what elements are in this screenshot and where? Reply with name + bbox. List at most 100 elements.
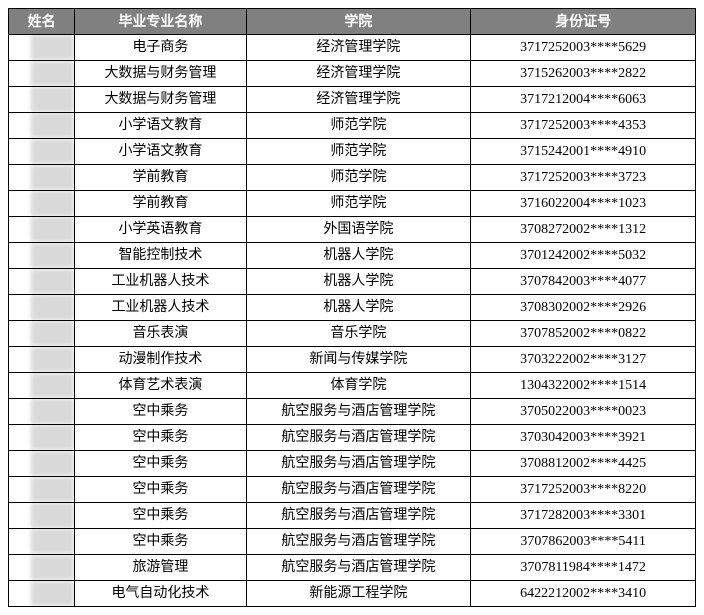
header-row: 姓名 毕业专业名称 学院 身份证号 bbox=[9, 9, 696, 35]
cell-major: 智能控制技术 bbox=[75, 243, 246, 269]
cell-name: 陈 bbox=[9, 555, 75, 581]
table-row: 李空中乘务航空服务与酒店管理学院3717282003****3301 bbox=[9, 503, 696, 529]
header-name: 姓名 bbox=[9, 9, 75, 35]
cell-id: 3717252003****8220 bbox=[471, 477, 696, 503]
table-row: 李大数据与财务管理经济管理学院3717212004****6063 bbox=[9, 87, 696, 113]
cell-college: 经济管理学院 bbox=[246, 87, 471, 113]
cell-id: 6422212002****3410 bbox=[471, 581, 696, 607]
cell-name: 周 bbox=[9, 217, 75, 243]
cell-college: 机器人学院 bbox=[246, 243, 471, 269]
cell-college: 航空服务与酒店管理学院 bbox=[246, 529, 471, 555]
cell-major: 大数据与财务管理 bbox=[75, 87, 246, 113]
cell-id: 3716022004****1023 bbox=[471, 191, 696, 217]
table-row: 董空中乘务航空服务与酒店管理学院3705022003****0023 bbox=[9, 399, 696, 425]
cell-name: 魏 bbox=[9, 295, 75, 321]
cell-name: 赵 bbox=[9, 61, 75, 87]
cell-id: 1304322002****1514 bbox=[471, 373, 696, 399]
table-row: 申学前教育师范学院3716022004****1023 bbox=[9, 191, 696, 217]
cell-major: 电气自动化技术 bbox=[75, 581, 246, 607]
cell-college: 师范学院 bbox=[246, 139, 471, 165]
cell-major: 音乐表演 bbox=[75, 321, 246, 347]
cell-id: 3717252003****5629 bbox=[471, 35, 696, 61]
table-row: 赵大数据与财务管理经济管理学院3715262003****2822 bbox=[9, 61, 696, 87]
cell-name bbox=[9, 139, 75, 165]
cell-college: 航空服务与酒店管理学院 bbox=[246, 451, 471, 477]
cell-major: 小学语文教育 bbox=[75, 139, 246, 165]
cell-name: 孟 bbox=[9, 477, 75, 503]
cell-name: 孙 bbox=[9, 243, 75, 269]
cell-id: 3707852002****0822 bbox=[471, 321, 696, 347]
cell-major: 学前教育 bbox=[75, 191, 246, 217]
cell-name: 龚 bbox=[9, 529, 75, 555]
cell-college: 航空服务与酒店管理学院 bbox=[246, 425, 471, 451]
cell-name bbox=[9, 451, 75, 477]
cell-id: 3715262003****2822 bbox=[471, 61, 696, 87]
cell-college: 师范学院 bbox=[246, 191, 471, 217]
table-row: 魏工业机器人技术机器人学院3708302002****2926 bbox=[9, 295, 696, 321]
name-redaction bbox=[31, 529, 74, 554]
cell-major: 空中乘务 bbox=[75, 399, 246, 425]
cell-college: 航空服务与酒店管理学院 bbox=[246, 477, 471, 503]
cell-id: 3715242001****4910 bbox=[471, 139, 696, 165]
name-redaction bbox=[31, 35, 74, 60]
cell-id: 3708272002****1312 bbox=[471, 217, 696, 243]
table-row: 马学前教育师范学院3717252003****3723 bbox=[9, 165, 696, 191]
name-redaction bbox=[31, 581, 74, 606]
table-row: 工业机器人技术机器人学院3707842003****4077 bbox=[9, 269, 696, 295]
cell-major: 电子商务 bbox=[75, 35, 246, 61]
cell-name: 李 bbox=[9, 503, 75, 529]
cell-major: 动漫制作技术 bbox=[75, 347, 246, 373]
cell-name: 元 bbox=[9, 321, 75, 347]
table-row: 龚空中乘务航空服务与酒店管理学院3707862003****5411 bbox=[9, 529, 696, 555]
name-redaction bbox=[31, 373, 74, 398]
table-row: 周小学英语教育外国语学院3708272002****1312 bbox=[9, 217, 696, 243]
name-redaction bbox=[31, 477, 74, 502]
cell-major: 旅游管理 bbox=[75, 555, 246, 581]
cell-major: 空中乘务 bbox=[75, 503, 246, 529]
name-redaction bbox=[31, 113, 74, 138]
cell-id: 3717252003****3723 bbox=[471, 165, 696, 191]
cell-college: 机器人学院 bbox=[246, 295, 471, 321]
cell-id: 3717212004****6063 bbox=[471, 87, 696, 113]
cell-name: 海 bbox=[9, 581, 75, 607]
header-id: 身份证号 bbox=[471, 9, 696, 35]
cell-name: 李 bbox=[9, 87, 75, 113]
table-row: 姬体育艺术表演体育学院1304322002****1514 bbox=[9, 373, 696, 399]
name-redaction bbox=[31, 399, 74, 424]
cell-college: 航空服务与酒店管理学院 bbox=[246, 503, 471, 529]
cell-id: 3701242002****5032 bbox=[471, 243, 696, 269]
name-redaction bbox=[31, 451, 74, 476]
student-table: 姓名 毕业专业名称 学院 身份证号 黄电子商务经济管理学院3717252003*… bbox=[8, 8, 696, 607]
cell-name bbox=[9, 269, 75, 295]
cell-college: 新闻与传媒学院 bbox=[246, 347, 471, 373]
cell-major: 空中乘务 bbox=[75, 425, 246, 451]
cell-college: 新能源工程学院 bbox=[246, 581, 471, 607]
table-row: 元音乐表演音乐学院3707852002****0822 bbox=[9, 321, 696, 347]
table-row: 空中乘务航空服务与酒店管理学院3708812002****4425 bbox=[9, 451, 696, 477]
header-college: 学院 bbox=[246, 9, 471, 35]
table-row: 高动漫制作技术新闻与传媒学院3703222002****3127 bbox=[9, 347, 696, 373]
cell-major: 小学英语教育 bbox=[75, 217, 246, 243]
cell-college: 师范学院 bbox=[246, 113, 471, 139]
table-row: 陈旅游管理航空服务与酒店管理学院3707811984****1472 bbox=[9, 555, 696, 581]
name-redaction bbox=[31, 269, 74, 294]
cell-name: 徐 bbox=[9, 113, 75, 139]
table-row: 岳空中乘务航空服务与酒店管理学院3703042003****3921 bbox=[9, 425, 696, 451]
cell-major: 大数据与财务管理 bbox=[75, 61, 246, 87]
name-redaction bbox=[31, 165, 74, 190]
cell-major: 学前教育 bbox=[75, 165, 246, 191]
table-row: 孟空中乘务航空服务与酒店管理学院3717252003****8220 bbox=[9, 477, 696, 503]
cell-major: 小学语文教育 bbox=[75, 113, 246, 139]
cell-name: 马 bbox=[9, 165, 75, 191]
table-row: 徐小学语文教育师范学院3717252003****4353 bbox=[9, 113, 696, 139]
cell-major: 空中乘务 bbox=[75, 451, 246, 477]
cell-major: 工业机器人技术 bbox=[75, 295, 246, 321]
name-redaction bbox=[31, 321, 74, 346]
cell-name: 高 bbox=[9, 347, 75, 373]
cell-major: 空中乘务 bbox=[75, 477, 246, 503]
cell-id: 3707811984****1472 bbox=[471, 555, 696, 581]
name-redaction bbox=[31, 87, 74, 112]
cell-name: 申 bbox=[9, 191, 75, 217]
cell-id: 3703222002****3127 bbox=[471, 347, 696, 373]
cell-id: 3717252003****4353 bbox=[471, 113, 696, 139]
